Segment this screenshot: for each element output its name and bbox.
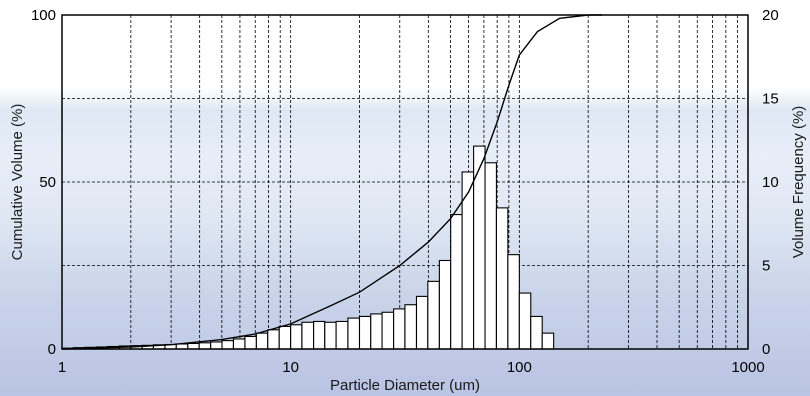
x-tick-label: 1000: [731, 359, 764, 376]
frequency-bar: [278, 325, 292, 350]
frequency-bar: [290, 324, 303, 350]
plot-frame: [61, 14, 749, 350]
x-axis-title: Particle Diameter (um): [330, 377, 480, 394]
y-right-tick-label: 10: [762, 174, 779, 191]
frequency-bar: [175, 343, 189, 350]
frequency-bar: [255, 332, 269, 350]
y-left-axis-title: Cumulative Volume (%): [9, 104, 26, 261]
grid-lines: [62, 15, 748, 349]
frequency-bar: [198, 342, 212, 350]
y-left-tick-label: 0: [48, 341, 56, 358]
x-tick-label: 10: [282, 359, 299, 376]
y-left-tick-label: 50: [39, 174, 56, 191]
y-right-axis-title: Volume Frequency (%): [790, 106, 807, 259]
frequency-bar: [187, 342, 200, 350]
frequency-bar: [484, 162, 497, 350]
y-right-tick-label: 5: [762, 258, 770, 275]
frequency-bar: [244, 335, 257, 350]
frequency-bar: [358, 315, 372, 350]
y-left-tick-label: 100: [31, 7, 56, 24]
y-right-tick-label: 20: [762, 7, 779, 24]
y-right-tick-label: 0: [762, 341, 770, 358]
frequency-bar: [335, 320, 349, 350]
frequency-bar: [381, 311, 395, 350]
frequency-bar: [427, 280, 440, 350]
frequency-bars: [61, 145, 555, 350]
frequency-bar: [507, 254, 520, 350]
frequency-bar: [370, 313, 383, 350]
frequency-bar: [221, 340, 234, 350]
frequency-bar: [404, 304, 418, 350]
frequency-bar: [324, 321, 337, 350]
frequency-bar: [313, 320, 326, 350]
frequency-bar: [530, 315, 543, 350]
frequency-bar: [232, 338, 246, 350]
y-right-tick-label: 15: [762, 91, 779, 108]
frequency-bar: [495, 207, 509, 350]
frequency-bar: [518, 292, 532, 350]
frequency-bar: [393, 308, 406, 350]
frequency-bar: [267, 329, 280, 350]
frequency-bar: [415, 295, 429, 350]
x-tick-label: 100: [507, 359, 532, 376]
frequency-bar: [438, 259, 452, 350]
cumulative-volume-line: [61, 14, 602, 350]
frequency-bar: [210, 341, 223, 350]
frequency-bar: [301, 321, 315, 350]
x-tick-label: 1: [58, 359, 66, 376]
frequency-bar: [541, 332, 555, 350]
frequency-bar: [450, 214, 463, 350]
frequency-bar: [347, 317, 361, 350]
